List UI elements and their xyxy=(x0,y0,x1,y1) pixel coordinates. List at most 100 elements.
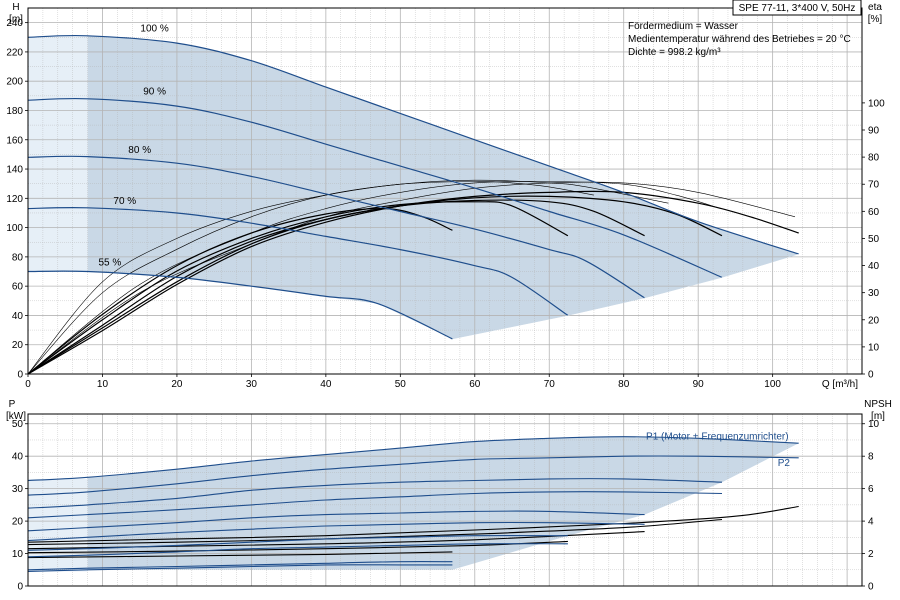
y-tick-label-left: 200 xyxy=(6,77,23,88)
y-axis-unit-right: [m] xyxy=(871,411,885,422)
y-tick-label-left: 40 xyxy=(12,311,24,322)
efficiency-curve xyxy=(27,179,669,375)
y-tick-label-left: 120 xyxy=(6,194,23,205)
y-tick-label-right: 0 xyxy=(868,370,874,381)
y-axis-label-right: eta xyxy=(868,2,882,13)
medium-info: Fördermedium = Wasser Medientemperatur w… xyxy=(628,21,851,58)
x-tick-label: 70 xyxy=(544,379,556,390)
x-tick-label: 0 xyxy=(25,379,31,390)
bottom-grid xyxy=(28,414,862,586)
y-tick-label-right: 50 xyxy=(868,234,880,245)
bottom-curves: P1 (Motor + Frequenzumrichter) P2 xyxy=(27,431,799,572)
y-tick-label-left: 20 xyxy=(12,517,24,528)
info-line: Medientemperatur während des Betriebes =… xyxy=(628,34,851,45)
series-label-p1: P1 (Motor + Frequenzumrichter) xyxy=(646,431,789,442)
x-tick-label: 10 xyxy=(97,379,109,390)
p2-curve xyxy=(27,521,645,542)
y-tick-label-right: 60 xyxy=(868,207,880,218)
efficiency-curve xyxy=(27,201,569,375)
head-curve xyxy=(27,155,645,299)
y-tick-label-right: 40 xyxy=(868,261,880,272)
y-tick-label-left: 220 xyxy=(6,47,23,58)
y-tick-label-right: 2 xyxy=(868,549,874,560)
x-tick-label: 30 xyxy=(246,379,258,390)
p2-curve xyxy=(27,455,799,496)
y-tick-label-right: 10 xyxy=(868,419,880,430)
y-tick-label-left: 0 xyxy=(17,370,23,381)
npsh-curve xyxy=(27,551,453,559)
y-tick-label-right: 4 xyxy=(868,517,874,528)
top-curves: 100 % 90 % 80 % 70 % 55 % xyxy=(27,23,799,375)
head-curve xyxy=(27,97,723,278)
y-tick-label-right: 30 xyxy=(868,288,880,299)
npsh-curve xyxy=(27,505,799,543)
y-axis-unit-left: [kW] xyxy=(6,411,26,422)
title-box: SPE 77-11, 3*400 V, 50Hz xyxy=(732,0,862,16)
speed-label: 55 % xyxy=(99,258,122,269)
x-axis-label: Q [m³/h] xyxy=(822,379,858,390)
p2-curve xyxy=(27,543,568,558)
y-tick-label-left: 160 xyxy=(6,135,23,146)
efficiency-curve xyxy=(27,181,796,375)
y-tick-label-right: 10 xyxy=(868,342,880,353)
y-tick-label-left: 20 xyxy=(12,340,24,351)
title-box-text: SPE 77-11, 3*400 V, 50Hz xyxy=(739,3,856,14)
efficiency-curve xyxy=(27,181,721,375)
speed-label: 100 % xyxy=(140,23,168,34)
x-tick-label: 100 xyxy=(764,379,781,390)
y-tick-label-left: 10 xyxy=(12,549,24,560)
y-tick-label-left: 80 xyxy=(12,252,24,263)
y-tick-label-right: 0 xyxy=(868,582,874,593)
y-tick-label-left: 0 xyxy=(17,582,23,593)
head-curve xyxy=(27,34,799,255)
operating-lower-bound xyxy=(452,253,799,340)
npsh-curve xyxy=(27,540,568,554)
p1-curve xyxy=(27,478,723,509)
y-axis-label-right: NPSH xyxy=(864,399,892,410)
y-axis-unit-right: [%] xyxy=(868,14,883,25)
y-tick-label-left: 240 xyxy=(6,18,23,29)
x-tick-label: 60 xyxy=(469,379,481,390)
top-plot-border xyxy=(27,7,863,375)
y-tick-label-left: 100 xyxy=(6,223,23,234)
speed-label: 90 % xyxy=(143,86,166,97)
y-tick-label-right: 80 xyxy=(868,153,880,164)
y-tick-label-left: 140 xyxy=(6,165,23,176)
operating-range-shade xyxy=(28,35,799,339)
top-grid xyxy=(28,8,862,374)
speed-label: 80 % xyxy=(128,145,151,156)
series-label-p2: P2 xyxy=(778,458,791,469)
x-tick-label: 40 xyxy=(320,379,332,390)
y-tick-label-right: 70 xyxy=(868,180,880,191)
y-tick-label-left: 180 xyxy=(6,106,23,117)
head-curve xyxy=(27,207,569,316)
p1-curve xyxy=(27,535,568,551)
y-tick-label-right: 90 xyxy=(868,126,880,137)
head-efficiency-panel: 100 %90 %80 %70 %55 % 020406080100120140… xyxy=(6,2,885,390)
p2-curve xyxy=(27,491,723,519)
p1-curve xyxy=(27,436,799,482)
y-tick-label-left: 50 xyxy=(12,419,24,430)
head-curve xyxy=(27,270,453,340)
info-line: Dichte = 998.2 kg/m³ xyxy=(628,47,721,58)
power-area xyxy=(87,436,799,570)
y-tick-label-right: 100 xyxy=(868,98,885,109)
y-tick-label-left: 40 xyxy=(12,452,24,463)
p1-curve xyxy=(27,561,453,571)
x-tick-label: 50 xyxy=(395,379,407,390)
p2-curve xyxy=(27,564,453,572)
x-tick-label: 90 xyxy=(693,379,705,390)
efficiency-curve xyxy=(27,190,799,375)
y-tick-label-right: 8 xyxy=(868,452,874,463)
y-tick-label-left: 60 xyxy=(12,282,24,293)
y-axis-unit-left: [m] xyxy=(9,14,23,25)
operating-area xyxy=(87,35,799,339)
y-tick-label-right: 6 xyxy=(868,484,874,495)
y-axis-label-left: P xyxy=(9,399,16,410)
y-tick-label-right: 20 xyxy=(868,315,880,326)
x-tick-label: 20 xyxy=(171,379,183,390)
y-tick-label-left: 30 xyxy=(12,484,24,495)
x-tick-label: 80 xyxy=(618,379,630,390)
y-axis-label-left: H xyxy=(12,2,19,13)
